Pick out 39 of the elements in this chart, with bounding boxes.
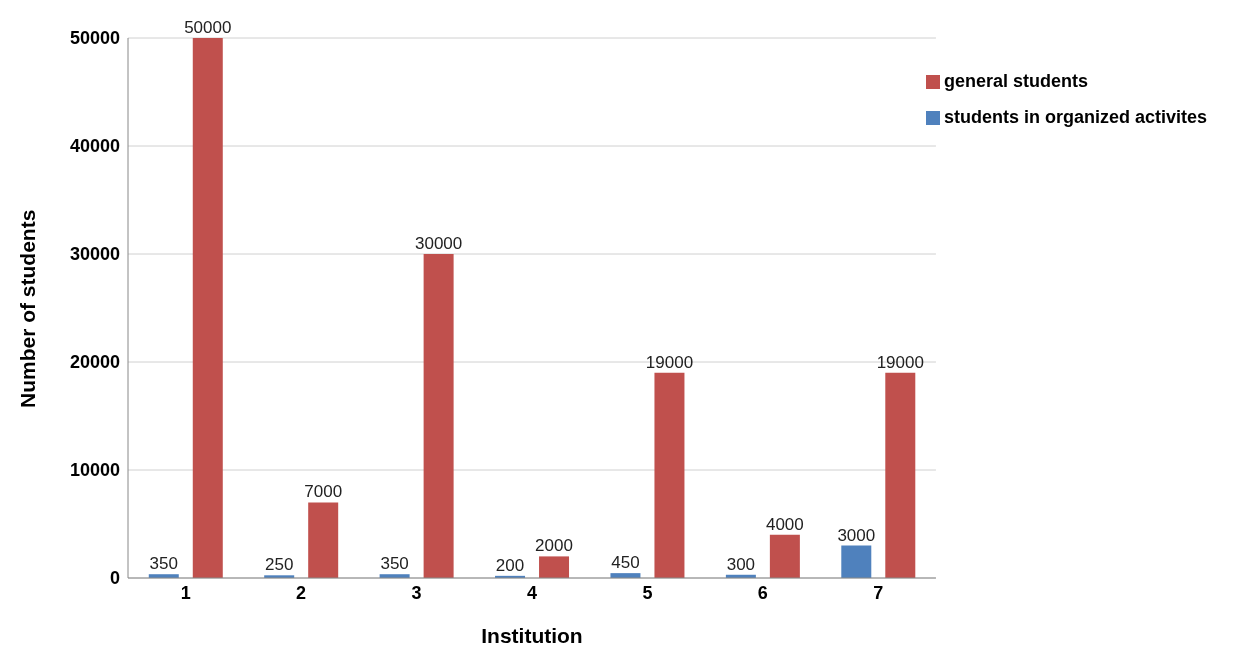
- data-label: 2000: [535, 536, 573, 556]
- data-label: 200: [495, 555, 525, 575]
- bar: [841, 545, 872, 578]
- x-tick-label: 5: [642, 582, 653, 603]
- data-label: 450: [611, 553, 640, 573]
- bar: [769, 534, 800, 578]
- y-tick-label: 40000: [69, 136, 120, 157]
- y-tick-label: 30000: [69, 244, 120, 265]
- data-label: 300: [726, 554, 756, 574]
- x-tick-label: 2: [296, 582, 307, 603]
- bar: [308, 502, 339, 578]
- data-label: 350: [380, 554, 409, 574]
- bar: [192, 38, 223, 578]
- legend-label: students in organized activites: [943, 107, 1207, 127]
- x-tick-label: 1: [180, 582, 191, 603]
- x-tick-label: 4: [526, 582, 537, 603]
- data-label: 19000: [876, 352, 924, 372]
- x-tick-label: 3: [411, 582, 422, 603]
- x-axis-title: Institution: [481, 624, 583, 647]
- y-axis-title: Number of students: [16, 209, 40, 408]
- y-tick-label: 50000: [69, 28, 120, 49]
- y-tick-label: 0: [109, 568, 120, 589]
- data-label: 19000: [645, 352, 694, 372]
- y-tick-label: 10000: [69, 460, 120, 481]
- legend-label: general students: [943, 71, 1088, 91]
- data-label: 250: [265, 555, 294, 575]
- bar: [885, 372, 916, 578]
- y-tick-label: 20000: [69, 352, 120, 373]
- bar: [654, 372, 685, 578]
- bar: [423, 254, 454, 578]
- x-tick-label: 7: [873, 582, 884, 603]
- data-label: 3000: [837, 525, 876, 545]
- data-label: 7000: [304, 482, 343, 502]
- data-label: 30000: [414, 234, 463, 253]
- data-label: 50000: [184, 18, 232, 37]
- data-label: 350: [149, 554, 178, 574]
- data-label: 4000: [765, 514, 804, 534]
- bar: [539, 556, 570, 578]
- x-tick-label: 6: [757, 582, 768, 603]
